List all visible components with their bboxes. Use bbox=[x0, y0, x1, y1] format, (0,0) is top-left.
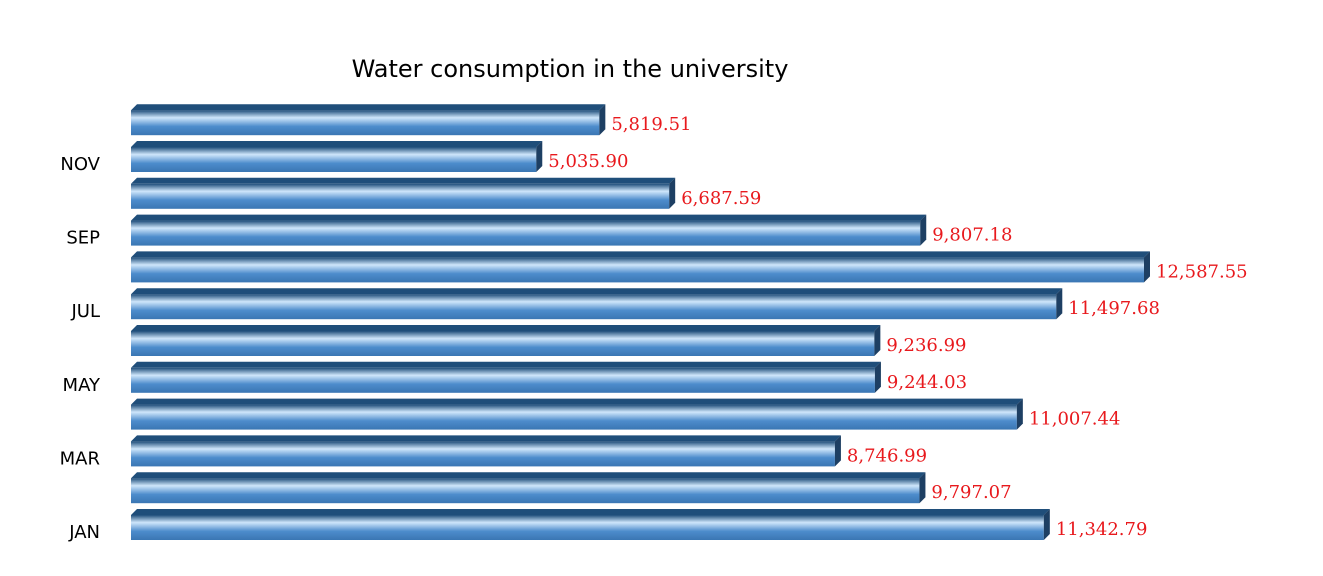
bar-end-sep bbox=[920, 214, 927, 246]
bar-top-dec bbox=[131, 104, 606, 111]
bar-aug bbox=[131, 257, 1144, 283]
bar-jul bbox=[131, 294, 1057, 320]
data-label-jun: 9,236.99 bbox=[886, 335, 966, 356]
data-label-sep: 9,807.18 bbox=[932, 225, 1012, 246]
bar-group-jul: 11,497.68 bbox=[131, 288, 1160, 320]
bar-group-nov: 5,035.90 bbox=[131, 141, 628, 172]
bar-group-jan: 11,342.79 bbox=[131, 509, 1147, 540]
bar-oct bbox=[131, 183, 670, 209]
bar-group-sep: 9,807.18 bbox=[131, 214, 1012, 246]
bar-end-jun bbox=[874, 325, 881, 356]
bar-end-aug bbox=[1144, 251, 1150, 283]
bar-group-apr: 11,007.44 bbox=[131, 398, 1121, 430]
bar-feb bbox=[131, 478, 920, 504]
bar-group-jun: 9,236.99 bbox=[131, 325, 967, 356]
bar-end-nov bbox=[536, 141, 543, 172]
data-label-nov: 5,035.90 bbox=[548, 151, 628, 172]
tick-label-jul: JUL bbox=[70, 301, 100, 322]
bar-end-dec bbox=[599, 104, 606, 136]
bars-layer: 11,342.79 JAN 9,797.078,746.99 MAR 11,007.44… bbox=[60, 104, 1248, 543]
bar-may bbox=[131, 367, 875, 393]
bar-nov bbox=[131, 147, 537, 172]
data-label-may: 9,244.03 bbox=[887, 372, 967, 393]
bar-apr bbox=[131, 404, 1017, 430]
tick-label-nov: NOV bbox=[60, 154, 100, 175]
bar-sep bbox=[131, 220, 921, 246]
data-label-dec: 5,819.51 bbox=[611, 114, 691, 135]
data-label-jul: 11,497.68 bbox=[1068, 298, 1160, 319]
data-label-mar: 8,746.99 bbox=[847, 445, 927, 466]
bar-top-mar bbox=[131, 435, 841, 442]
bar-group-oct: 6,687.59 bbox=[131, 177, 761, 209]
data-label-jan: 11,342.79 bbox=[1056, 519, 1148, 540]
bar-group-aug: 12,587.55 bbox=[131, 251, 1248, 283]
data-label-feb: 9,797.07 bbox=[931, 482, 1011, 503]
data-label-oct: 6,687.59 bbox=[681, 188, 761, 209]
tick-label-jan: JAN bbox=[68, 522, 100, 543]
bar-top-jul bbox=[131, 288, 1063, 295]
bar-jan bbox=[131, 515, 1044, 540]
bar-top-oct bbox=[131, 177, 676, 184]
bar-group-feb: 9,797.07 bbox=[131, 472, 1012, 504]
data-label-aug: 12,587.55 bbox=[1156, 261, 1248, 282]
tick-label-sep: SEP bbox=[66, 228, 100, 249]
bar-mar bbox=[131, 441, 835, 467]
bar-end-apr bbox=[1016, 398, 1023, 430]
bar-group-mar: 8,746.99 bbox=[131, 435, 927, 467]
bar-end-oct bbox=[669, 177, 676, 209]
bar-end-jul bbox=[1056, 288, 1063, 320]
bar-end-jan bbox=[1043, 509, 1050, 540]
bar-end-feb bbox=[919, 472, 926, 504]
bar-group-may: 9,244.03 bbox=[131, 361, 967, 393]
bar-end-may bbox=[874, 361, 881, 393]
tick-label-mar: MAR bbox=[60, 448, 100, 469]
bar-top-jan bbox=[131, 509, 1050, 515]
bar-top-sep bbox=[131, 214, 927, 221]
bar-top-jun bbox=[131, 325, 881, 331]
chart-title: Water consumption in the university bbox=[352, 55, 789, 83]
bar-dec bbox=[131, 110, 600, 136]
bar-group-dec: 5,819.51 bbox=[131, 104, 691, 136]
bar-top-apr bbox=[131, 398, 1023, 405]
bar-top-feb bbox=[131, 472, 926, 479]
bar-top-aug bbox=[131, 251, 1150, 258]
bar-top-nov bbox=[131, 141, 543, 147]
tick-label-may: MAY bbox=[63, 375, 101, 396]
bar-top-may bbox=[131, 361, 881, 368]
bar-jun bbox=[131, 331, 875, 356]
bar-end-mar bbox=[834, 435, 841, 467]
data-label-apr: 11,007.44 bbox=[1029, 409, 1121, 430]
